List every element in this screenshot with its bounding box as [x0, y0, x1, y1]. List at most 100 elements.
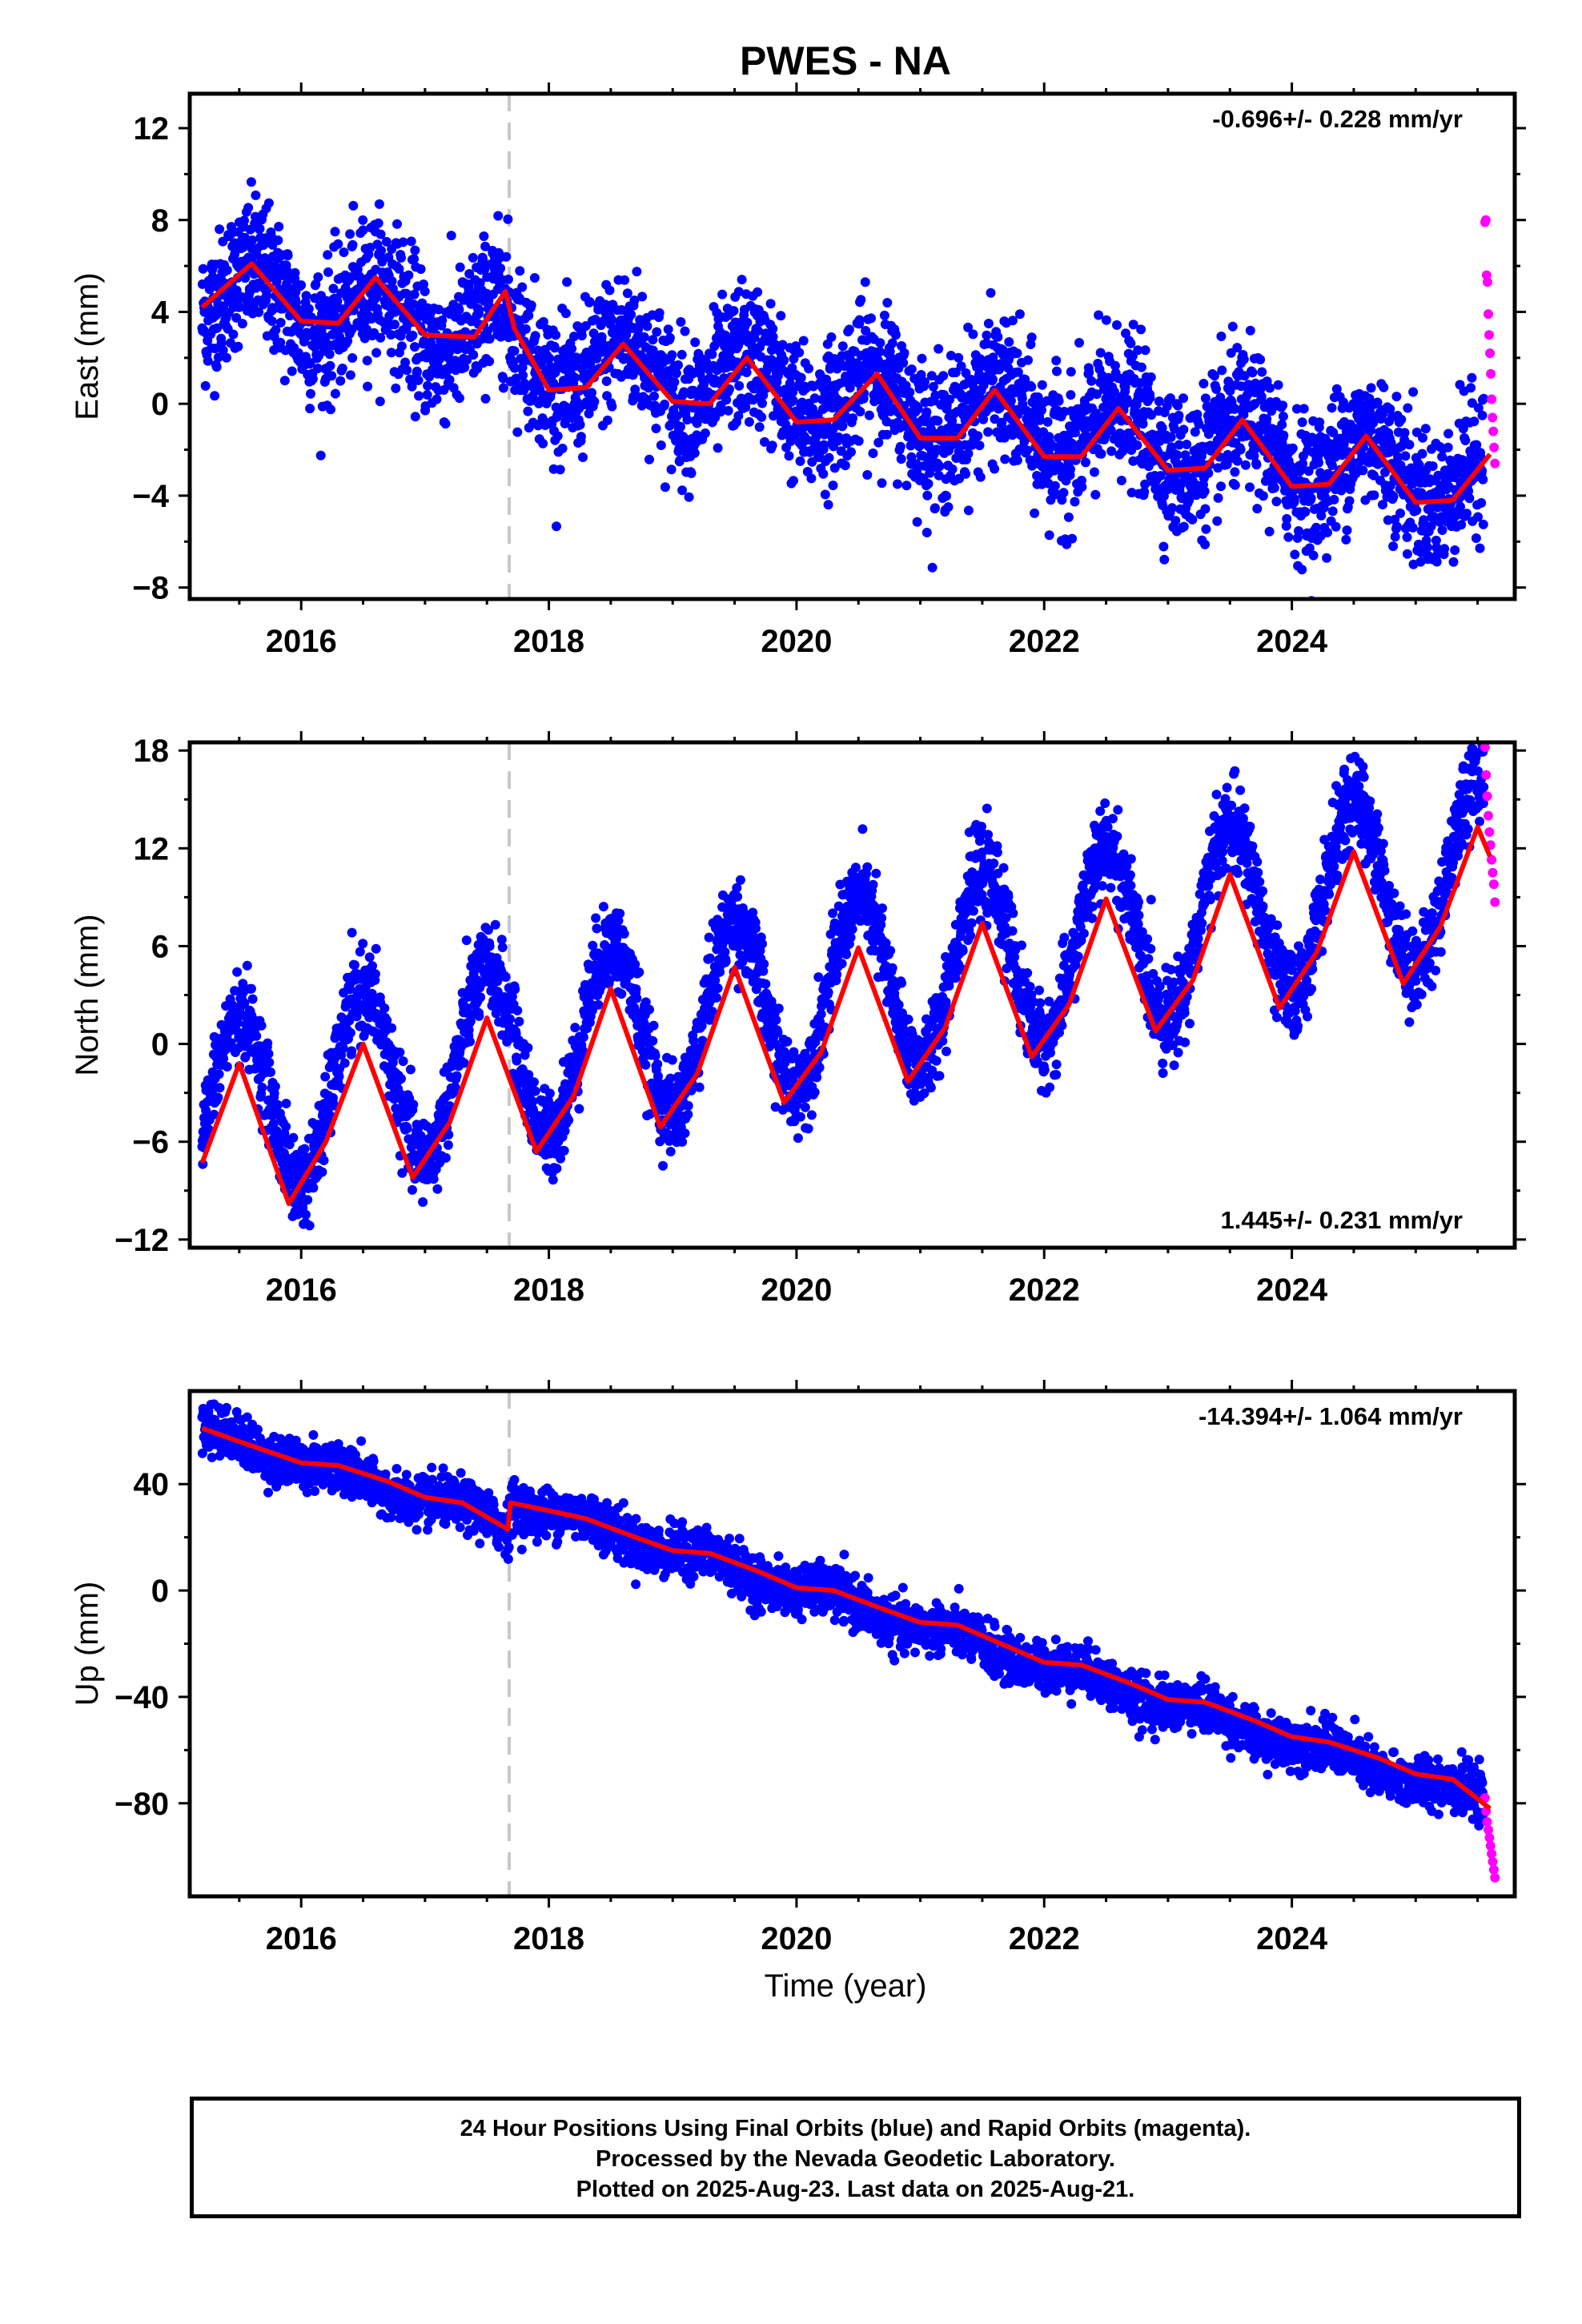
final-orbit-point — [219, 1053, 229, 1063]
final-orbit-point — [848, 413, 858, 424]
final-orbit-point — [509, 363, 520, 373]
final-orbit-point — [824, 452, 834, 463]
final-orbit-point — [1066, 390, 1076, 400]
final-orbit-point — [524, 311, 534, 320]
final-orbit-point — [804, 364, 814, 374]
final-orbit-point — [996, 359, 1006, 369]
final-orbit-point — [283, 251, 293, 261]
final-orbit-point — [656, 440, 666, 450]
final-orbit-point — [275, 337, 286, 348]
final-orbit-point — [498, 383, 508, 393]
final-orbit-point — [669, 377, 680, 388]
final-orbit-point — [589, 396, 600, 407]
final-orbit-point — [386, 348, 396, 358]
final-orbit-point — [604, 285, 615, 296]
final-orbit-point — [312, 364, 323, 373]
final-orbit-point — [232, 967, 243, 977]
final-orbit-point — [665, 332, 675, 343]
final-orbit-point — [575, 420, 585, 430]
final-orbit-point — [648, 335, 658, 345]
final-orbit-point — [733, 287, 744, 297]
final-orbit-point — [1257, 367, 1267, 377]
final-orbit-point — [912, 517, 922, 527]
final-orbit-point — [1232, 343, 1243, 353]
final-orbit-point — [602, 391, 612, 401]
final-orbit-point — [454, 304, 464, 315]
final-orbit-point — [323, 267, 333, 277]
final-orbit-point — [1323, 527, 1332, 537]
final-orbit-point — [273, 235, 283, 245]
final-orbit-point — [230, 249, 240, 259]
rapid-orbit-point — [1484, 309, 1493, 320]
final-orbit-point — [753, 326, 763, 336]
final-orbit-point — [767, 440, 777, 451]
fit-line-east — [200, 261, 1492, 505]
final-orbit-point — [509, 346, 520, 356]
final-orbit-point — [795, 456, 805, 466]
final-orbit-point — [1462, 509, 1472, 519]
final-orbit-point — [538, 316, 548, 327]
final-orbit-point — [1262, 414, 1272, 424]
final-orbit-point — [588, 328, 599, 339]
final-orbit-point — [620, 275, 630, 285]
final-orbit-point — [1239, 354, 1249, 364]
final-orbit-point — [916, 370, 926, 380]
final-orbit-point — [1067, 533, 1078, 544]
final-orbit-point — [362, 356, 372, 366]
final-orbit-point — [986, 287, 996, 298]
final-orbit-point — [1290, 549, 1300, 560]
final-orbit-point — [837, 341, 848, 352]
final-orbit-point — [376, 245, 387, 255]
final-orbit-point — [303, 1195, 313, 1205]
final-orbit-point — [1116, 476, 1126, 485]
final-orbit-point — [405, 1064, 416, 1075]
final-orbit-point — [1391, 521, 1402, 532]
final-orbit-point — [660, 399, 670, 409]
final-orbit-point — [416, 264, 426, 274]
final-orbit-point — [239, 215, 249, 226]
final-orbit-point — [737, 275, 747, 285]
final-orbit-point — [1408, 387, 1419, 397]
final-orbit-point — [1478, 519, 1488, 529]
final-orbit-point — [210, 344, 220, 354]
final-orbit-point — [794, 348, 805, 358]
final-orbit-point — [840, 460, 850, 471]
final-orbit-point — [548, 1175, 558, 1185]
final-orbit-point — [983, 427, 994, 437]
final-orbit-point — [375, 396, 385, 407]
final-orbit-point — [503, 214, 513, 224]
final-orbit-point — [562, 277, 572, 287]
final-orbit-point — [1121, 328, 1130, 339]
final-orbit-point — [500, 972, 511, 982]
final-orbit-point — [765, 299, 776, 309]
final-orbit-point — [306, 388, 315, 399]
final-orbit-point — [455, 262, 465, 272]
final-orbit-point — [1211, 384, 1222, 394]
final-orbit-point — [881, 429, 892, 440]
final-orbit-point — [864, 410, 874, 420]
final-orbit-point — [1026, 332, 1037, 343]
final-orbit-point — [1339, 439, 1349, 449]
final-orbit-point — [591, 913, 601, 923]
final-orbit-point — [1070, 428, 1080, 438]
final-orbit-point — [347, 353, 358, 363]
final-orbit-point — [387, 276, 397, 287]
final-orbit-point — [480, 393, 491, 404]
final-orbit-point — [1478, 474, 1488, 485]
final-orbit-point — [409, 254, 420, 264]
final-orbit-point — [742, 317, 753, 328]
final-orbit-point — [1393, 452, 1403, 462]
final-orbit-point — [890, 330, 901, 340]
rapid-orbit-point — [1483, 277, 1492, 287]
final-orbit-point — [1297, 565, 1307, 575]
final-orbit-point — [818, 468, 829, 479]
final-orbit-point — [212, 323, 223, 333]
final-orbit-point — [587, 388, 596, 398]
final-orbit-point — [523, 1043, 533, 1053]
final-orbit-point — [1174, 440, 1184, 450]
final-orbit-point — [578, 452, 588, 462]
final-orbit-point — [1403, 403, 1413, 413]
final-orbit-point — [544, 1088, 555, 1099]
final-orbit-point — [963, 505, 974, 516]
final-orbit-point — [1251, 460, 1262, 470]
